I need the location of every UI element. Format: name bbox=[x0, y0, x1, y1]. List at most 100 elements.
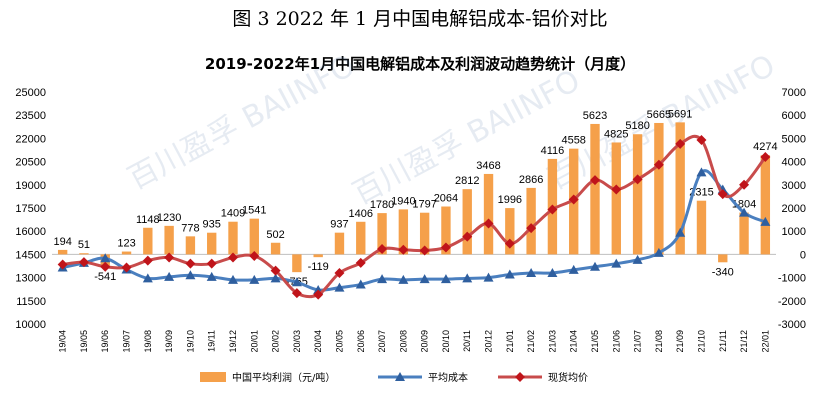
profit-bar bbox=[718, 254, 728, 263]
cost-marker bbox=[440, 274, 451, 284]
left-tick-label: 11500 bbox=[16, 296, 46, 308]
profit-label: 1541 bbox=[242, 205, 266, 217]
cost-marker bbox=[739, 207, 750, 217]
cost-marker bbox=[206, 271, 217, 281]
x-tick-label: 20/07 bbox=[377, 330, 387, 353]
chart-title: 2019-2022年1月中国电解铝成本及利润波动趋势统计（月度） bbox=[205, 55, 635, 73]
price-marker bbox=[526, 223, 537, 234]
price-marker bbox=[206, 258, 217, 269]
profit-bar bbox=[760, 155, 771, 255]
x-tick-label: 20/11 bbox=[462, 330, 472, 352]
profit-label: 2064 bbox=[434, 193, 458, 205]
cost-marker bbox=[760, 216, 771, 226]
price-marker bbox=[653, 159, 664, 170]
profit-bar bbox=[526, 187, 536, 255]
profit-label: 4825 bbox=[604, 128, 628, 140]
profit-bar bbox=[79, 253, 89, 255]
cost-marker bbox=[611, 258, 622, 268]
price-marker bbox=[483, 218, 494, 229]
profit-label: 4558 bbox=[561, 135, 585, 147]
profit-label: -340 bbox=[712, 266, 734, 278]
price-marker bbox=[504, 238, 515, 249]
price-marker bbox=[270, 265, 281, 276]
x-tick-label: 19/09 bbox=[164, 330, 174, 353]
price-marker bbox=[334, 267, 345, 278]
right-tick-label: 5000 bbox=[782, 133, 806, 145]
profit-label: 937 bbox=[330, 219, 348, 231]
cost-marker bbox=[228, 274, 238, 284]
x-tick-label: 21/01 bbox=[505, 330, 515, 353]
cost-line bbox=[62, 169, 766, 292]
right-tick-label: 3000 bbox=[782, 180, 806, 192]
right-tick-label: 2000 bbox=[782, 203, 806, 215]
profit-label: 935 bbox=[203, 219, 221, 231]
cost-marker bbox=[142, 273, 153, 283]
x-tick-label: 19/10 bbox=[185, 330, 195, 353]
x-tick-label: 20/09 bbox=[420, 330, 430, 353]
profit-label: 5665 bbox=[647, 109, 671, 121]
cost-marker bbox=[675, 227, 686, 237]
profit-label: 1996 bbox=[498, 194, 522, 206]
profit-bar bbox=[483, 173, 494, 255]
price-marker bbox=[100, 261, 111, 272]
price-marker bbox=[590, 175, 600, 186]
x-tick-label: 20/10 bbox=[441, 330, 451, 353]
profit-label: 1780 bbox=[370, 199, 394, 211]
x-tick-label: 21/03 bbox=[547, 330, 557, 353]
profit-label: 1409 bbox=[221, 208, 245, 220]
x-tick-label: 21/05 bbox=[590, 330, 600, 353]
legend-bar-swatch bbox=[200, 372, 226, 382]
profit-bar bbox=[121, 251, 132, 255]
price-marker bbox=[462, 231, 473, 242]
price-marker bbox=[440, 242, 451, 253]
cost-marker bbox=[653, 247, 664, 257]
right-tick-label: -1000 bbox=[778, 273, 806, 285]
price-marker bbox=[228, 252, 238, 263]
cost-marker bbox=[632, 254, 643, 264]
left-tick-label: 20500 bbox=[15, 157, 46, 169]
profit-data-labels: 19451-5411231148123077893514091541502-76… bbox=[53, 108, 777, 288]
profit-bar bbox=[632, 134, 643, 255]
price-marker bbox=[632, 174, 643, 185]
price-marker bbox=[717, 189, 728, 200]
left-tick-label: 23500 bbox=[15, 110, 46, 122]
profit-bar bbox=[228, 221, 238, 255]
x-tick-label: 20/04 bbox=[313, 330, 323, 353]
profit-bar bbox=[207, 232, 217, 255]
x-tick-label: 19/07 bbox=[122, 330, 132, 353]
profit-label: -541 bbox=[94, 271, 116, 283]
profit-bar bbox=[164, 225, 174, 255]
x-tick-label: 20/02 bbox=[271, 330, 281, 353]
cost-marker bbox=[568, 264, 579, 274]
profit-label: 51 bbox=[78, 239, 90, 251]
right-tick-label: 4000 bbox=[782, 157, 806, 169]
x-tick-label: 20/03 bbox=[292, 330, 302, 353]
cost-marker bbox=[334, 282, 345, 292]
right-tick-label: 7000 bbox=[782, 87, 806, 99]
cost-marker bbox=[291, 277, 302, 287]
x-tick-label: 21/09 bbox=[675, 330, 685, 353]
profit-bar bbox=[739, 212, 749, 255]
profit-bar bbox=[292, 254, 302, 273]
left-tick-label: 25000 bbox=[15, 87, 46, 99]
profit-label: 5180 bbox=[625, 120, 649, 132]
price-line bbox=[62, 134, 767, 299]
profit-label: 4274 bbox=[753, 141, 777, 153]
profit-bar bbox=[313, 254, 323, 258]
price-marker bbox=[739, 179, 750, 190]
price-marker bbox=[547, 204, 558, 215]
x-tick-label: 20/12 bbox=[484, 330, 494, 353]
profit-label: 1148 bbox=[136, 214, 160, 226]
price-marker bbox=[611, 184, 622, 195]
profit-bar bbox=[249, 218, 259, 255]
x-tick-label: 22/01 bbox=[760, 330, 770, 353]
profit-bar bbox=[270, 242, 281, 255]
left-tick-label: 19000 bbox=[15, 180, 46, 192]
x-tick-label: 19/12 bbox=[228, 330, 238, 353]
price-marker bbox=[164, 252, 175, 263]
cost-marker bbox=[355, 279, 366, 289]
right-tick-label: 1000 bbox=[782, 226, 806, 238]
price-marker bbox=[696, 134, 707, 145]
profit-bar bbox=[334, 232, 345, 255]
